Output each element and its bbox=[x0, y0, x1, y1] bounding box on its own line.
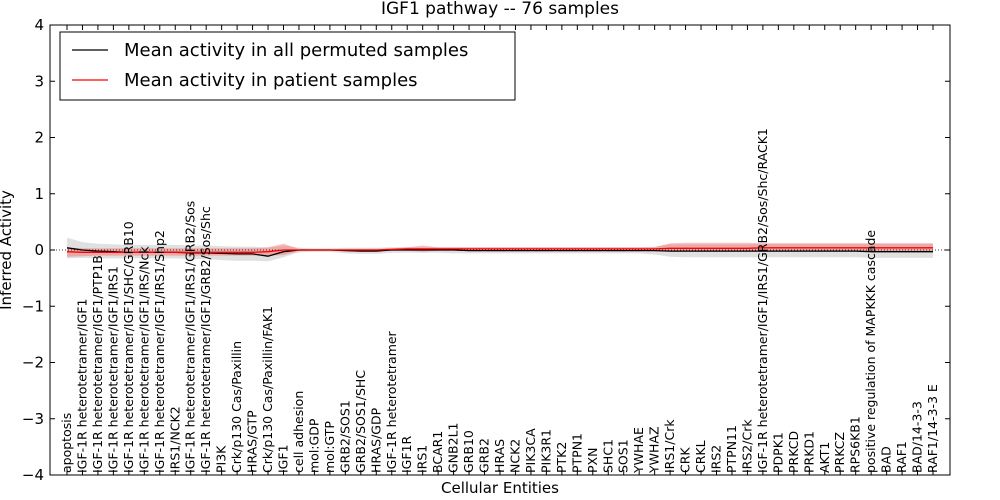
x-tick-label: CRK bbox=[678, 447, 693, 473]
x-tick-label: GRB10 bbox=[461, 430, 476, 473]
x-tick-label: Crk/p130 Cas/Paxillin/FAK1 bbox=[260, 306, 275, 473]
x-tick-label: IGF1R bbox=[399, 435, 414, 473]
x-tick-label: IGF-1R heterotetramer/IGF1/GRB2/Sos/Shc bbox=[198, 206, 213, 473]
x-tick-label: GRB2/SOS1 bbox=[337, 400, 352, 473]
x-tick-label: PIK3CA bbox=[523, 428, 538, 473]
y-tick-label: 2 bbox=[34, 129, 44, 147]
x-tick-label: NCK2 bbox=[508, 439, 523, 473]
x-tick-label: GRB2 bbox=[477, 438, 492, 473]
legend: Mean activity in all permuted samples Me… bbox=[60, 32, 515, 100]
x-tick-label: IRS2/Crk bbox=[739, 419, 754, 473]
x-tick-label: mol:GDP bbox=[306, 418, 321, 473]
x-tick-label: positive regulation of MAPKKK cascade bbox=[863, 230, 878, 473]
x-tick-label: PI3K bbox=[214, 445, 229, 473]
x-tick-label: GRB2/SOS1/SHC bbox=[353, 370, 368, 473]
x-tick-label: IGF-1R heterotetramer/IGF1/PTP1B bbox=[90, 255, 105, 473]
x-tick-label: IGF-1R heterotetramer/IGF1/IRS/Nck bbox=[136, 246, 151, 473]
x-tick-label: HRAS/GTP bbox=[245, 410, 260, 473]
x-tick-label: IGF-1R heterotetramer/IGF1/SHC/GRB10 bbox=[121, 221, 136, 473]
x-tick-label: cell adhesion bbox=[291, 391, 306, 473]
legend-label-patient: Mean activity in patient samples bbox=[124, 70, 418, 91]
x-tick-label: PRKCD bbox=[786, 431, 801, 473]
x-tick-label: BAD bbox=[879, 446, 894, 473]
x-tick-label: GNB2L1 bbox=[446, 423, 461, 473]
x-tick-label: Crk/p130 Cas/Paxillin bbox=[229, 341, 244, 473]
x-tick-label: IGF-1R heterotetramer bbox=[384, 330, 399, 473]
x-tick-label: AKT1 bbox=[817, 442, 832, 473]
x-tick-label: apoptosis bbox=[59, 413, 74, 473]
x-tick-label: PRKCZ bbox=[832, 432, 847, 473]
x-tick-label: IGF-1R heterotetramer/IGF1/IRS1/Shp2 bbox=[152, 230, 167, 473]
x-tick-label: PTPN11 bbox=[724, 425, 739, 473]
x-tick-label: IRS1/NCK2 bbox=[167, 406, 182, 473]
x-tick-label: YWHAE bbox=[631, 427, 646, 474]
y-tick-label: −3 bbox=[22, 410, 44, 428]
y-tick-label: 1 bbox=[34, 185, 44, 203]
x-tick-label: BAD/14-3-3 bbox=[910, 401, 925, 473]
x-tick-label: CRKL bbox=[693, 440, 708, 473]
x-tick-label: IGF-1R heterotetramer/IGF1 bbox=[75, 299, 90, 473]
y-tick-label: 4 bbox=[34, 16, 44, 34]
y-tick-label: 0 bbox=[34, 241, 44, 259]
x-axis-label: Cellular Entities bbox=[441, 479, 559, 497]
x-tick-label: PTK2 bbox=[554, 442, 569, 473]
chart: IGF1 pathway -- 76 samples −4 −3 −2 −1 0 1 2 3 4… bbox=[0, 0, 1000, 500]
y-tick-label: −1 bbox=[22, 297, 44, 315]
x-tick-label: HRAS/GDP bbox=[368, 407, 383, 473]
y-tick-label: 3 bbox=[34, 72, 44, 90]
x-tick-label: YWHAZ bbox=[647, 426, 662, 474]
x-tick-label: mol:GTP bbox=[322, 421, 337, 473]
x-tick-label: PTPN1 bbox=[569, 433, 584, 473]
x-tick-label: SOS1 bbox=[616, 439, 631, 473]
x-tick-label: PDPK1 bbox=[770, 432, 785, 473]
x-tick-label: IGF1 bbox=[276, 444, 291, 473]
x-tick-label: PXN bbox=[585, 448, 600, 473]
x-tick-label: IGF-1R heterotetramer/IGF1/IRS1/GRB2/Sos… bbox=[755, 128, 770, 473]
x-tick-label: IRS1/Crk bbox=[662, 419, 677, 473]
x-tick-label: SHC1 bbox=[600, 439, 615, 473]
x-tick-label: PRKD1 bbox=[801, 431, 816, 473]
x-tick-label: IRS2 bbox=[709, 445, 724, 473]
x-tick-label: PIK3R1 bbox=[538, 429, 553, 473]
x-tick-label: IGF-1R heterotetramer/IGF1/IRS1 bbox=[105, 266, 120, 473]
y-tick-label: −4 bbox=[22, 466, 44, 484]
y-tick-label: −2 bbox=[22, 354, 44, 372]
x-tick-label: RAF1 bbox=[894, 441, 909, 473]
y-axis-label: Inferred Activity bbox=[0, 190, 15, 310]
x-tick-label: BCAR1 bbox=[430, 431, 445, 473]
chart-title: IGF1 pathway -- 76 samples bbox=[381, 0, 619, 19]
x-tick-label: RPS6KB1 bbox=[848, 416, 863, 473]
x-tick-label: IGF-1R heterotetramer/IGF1/IRS1/GRB2/Sos bbox=[183, 201, 198, 473]
legend-label-permuted: Mean activity in all permuted samples bbox=[124, 40, 468, 61]
x-tick-label: RAF1/14-3-3 E bbox=[925, 384, 940, 473]
x-tick-label: HRAS bbox=[492, 439, 507, 473]
x-tick-label: IRS1 bbox=[415, 445, 430, 473]
